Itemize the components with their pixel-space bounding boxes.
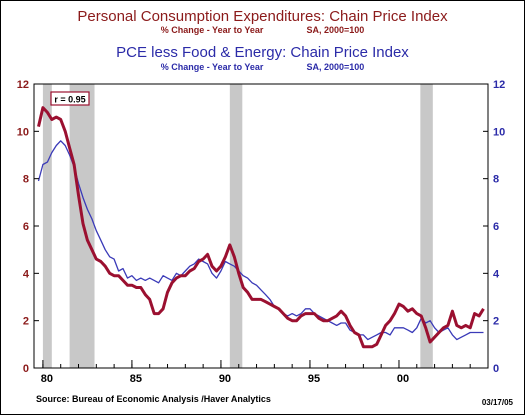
recession-bar-3 <box>229 84 243 368</box>
y-tick-label-left: 0 <box>23 363 29 375</box>
x-tick-label: 85 <box>130 373 142 385</box>
recession-bar-1 <box>42 84 52 368</box>
chart-date: 03/17/05 <box>481 398 513 407</box>
x-tick-label: 95 <box>308 373 320 385</box>
y-tick-label-right: 4 <box>493 268 500 280</box>
correlation-annotation: r = 0.95 <box>50 91 90 106</box>
y-tick-label-right: 2 <box>493 316 499 328</box>
y-tick-label-left: 4 <box>23 268 30 280</box>
series-lines <box>37 106 485 349</box>
plot-border <box>33 83 489 369</box>
chart-title-second: PCE less Food & Energy: Chain Price Inde… <box>116 44 409 61</box>
x-tick-label: 90 <box>219 373 231 385</box>
y-tick-label-right: 10 <box>493 126 505 138</box>
chart-subtitle-main: % Change - Year to Year SA, 2000=100 <box>0 25 525 35</box>
y-tick-label-left: 12 <box>17 79 29 91</box>
y-tick-label-right: 12 <box>493 79 505 91</box>
y-tick-label-left: 2 <box>23 316 29 328</box>
subtitle-second-basis: SA, 2000=100 <box>306 62 365 72</box>
y-tick-label-right: 0 <box>493 363 499 375</box>
y-tick-label-left: 10 <box>17 126 29 138</box>
subtitle-main-measure: % Change - Year to Year <box>160 25 264 35</box>
series-line-core <box>37 140 484 341</box>
source-note: Source: Bureau of Economic Analysis /Hav… <box>36 394 271 404</box>
x-tick-label: 00 <box>397 373 409 385</box>
chart-title-main: Personal Consumption Expenditures: Chain… <box>77 8 448 25</box>
subtitle-second-measure: % Change - Year to Year <box>160 62 264 72</box>
annotation-box <box>50 91 90 106</box>
y-tick-label-right: 8 <box>493 174 499 186</box>
recession-shading <box>42 84 433 368</box>
series-line-pce <box>37 106 485 349</box>
y-tick-label-left: 6 <box>23 221 29 233</box>
recession-bar-4 <box>420 84 433 368</box>
subtitle-main-basis: SA, 2000=100 <box>306 25 365 35</box>
recession-bar-2 <box>69 84 95 368</box>
annotation-text: r = 0.95 <box>54 95 85 105</box>
y-tick-label-left: 8 <box>23 174 29 186</box>
chart-subtitle-second: % Change - Year to Year SA, 2000=100 <box>0 62 525 72</box>
y-tick-label-right: 6 <box>493 221 499 233</box>
x-tick-label: 80 <box>41 373 53 385</box>
